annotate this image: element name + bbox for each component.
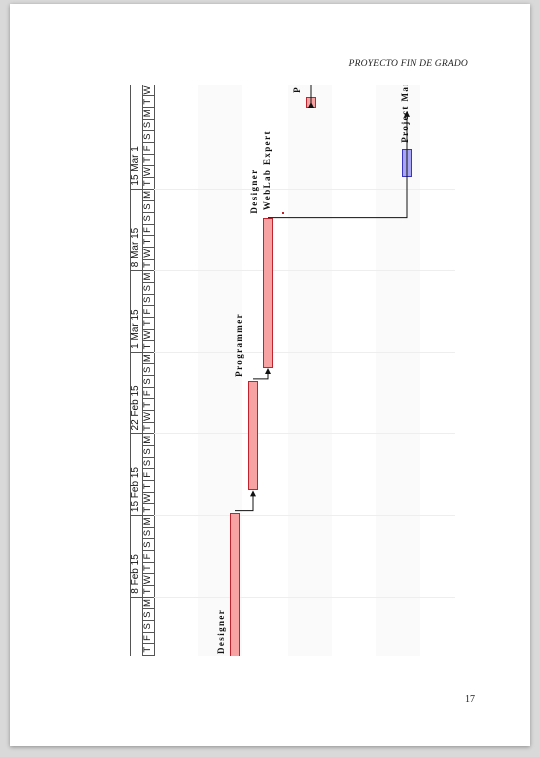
- dependency-arrow: [268, 114, 408, 219]
- page-number: 17: [465, 694, 475, 705]
- running-header: PROYECTO FIN DE GRADO: [348, 59, 468, 69]
- arrowhead: [404, 110, 410, 117]
- dependency-arrows: [235, 85, 410, 512]
- dependency-arrow: [295, 85, 312, 106]
- arrowhead: [250, 490, 256, 497]
- dependency-arrow: [235, 494, 254, 512]
- dependency-arrow: [253, 371, 269, 380]
- arrowhead: [308, 101, 314, 108]
- arrowhead: [265, 367, 271, 374]
